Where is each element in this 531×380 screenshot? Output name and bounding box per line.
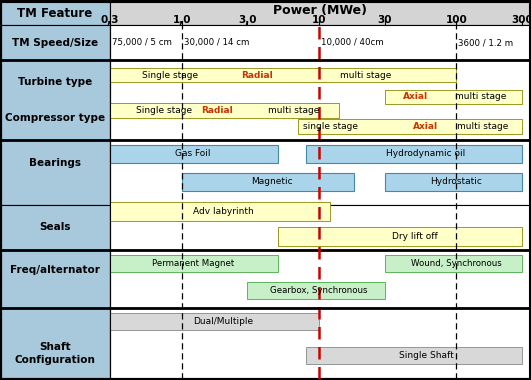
Text: Bearings: Bearings [29,158,81,168]
Text: Permanent Magnet: Permanent Magnet [151,259,234,268]
Text: Compressor type: Compressor type [5,112,105,123]
FancyBboxPatch shape [110,103,339,117]
FancyBboxPatch shape [110,140,530,205]
FancyBboxPatch shape [110,60,530,140]
FancyBboxPatch shape [298,119,522,134]
Text: Axial: Axial [402,92,427,101]
Text: Radial: Radial [241,71,272,80]
Text: Magnetic: Magnetic [251,177,293,186]
Text: 30,000 / 14 cm: 30,000 / 14 cm [184,38,249,47]
FancyBboxPatch shape [384,173,522,191]
Text: 75,000 / 5 cm: 75,000 / 5 cm [112,38,172,47]
FancyBboxPatch shape [110,255,278,272]
Text: 3600 / 1.2 m: 3600 / 1.2 m [458,38,513,47]
Text: multi stage: multi stage [457,122,508,131]
Text: Radial: Radial [201,106,233,115]
Text: 10,000 / 40cm: 10,000 / 40cm [321,38,384,47]
Text: Single Shaft: Single Shaft [399,351,453,360]
Text: Shaft
Configuration: Shaft Configuration [14,342,96,365]
FancyBboxPatch shape [110,68,457,82]
Text: Hydrostatic: Hydrostatic [431,177,482,186]
FancyBboxPatch shape [278,226,522,245]
Text: Adv labyrinth: Adv labyrinth [193,207,253,216]
FancyBboxPatch shape [110,313,319,330]
FancyBboxPatch shape [384,255,522,272]
FancyBboxPatch shape [110,250,530,308]
FancyBboxPatch shape [306,144,522,163]
FancyBboxPatch shape [1,205,110,250]
Text: Wound, Synchronous: Wound, Synchronous [411,259,502,268]
Text: Single stage: Single stage [136,106,192,115]
FancyBboxPatch shape [1,308,110,378]
Text: Seals: Seals [39,223,71,233]
FancyBboxPatch shape [110,144,278,163]
Text: 10: 10 [312,15,327,25]
Text: Axial: Axial [414,122,439,131]
Text: 0,3: 0,3 [101,15,119,25]
FancyBboxPatch shape [1,60,110,140]
FancyBboxPatch shape [384,90,522,104]
Text: Hydrodynamic oil: Hydrodynamic oil [387,149,466,158]
FancyBboxPatch shape [1,2,110,25]
FancyBboxPatch shape [182,173,354,191]
FancyBboxPatch shape [306,347,522,364]
Text: Freq/alternator: Freq/alternator [10,265,100,275]
FancyBboxPatch shape [110,25,530,60]
Text: 100: 100 [446,15,467,25]
Text: Power (MWe): Power (MWe) [273,4,367,17]
Text: Gas Foil: Gas Foil [175,149,210,158]
Text: Dry lift off: Dry lift off [392,231,438,241]
Text: Turbine type: Turbine type [18,78,92,87]
FancyBboxPatch shape [110,205,530,250]
FancyBboxPatch shape [110,308,530,378]
Text: multi stage: multi stage [340,71,392,80]
Text: Single stage: Single stage [142,71,199,80]
FancyBboxPatch shape [247,282,384,299]
Text: 1,0: 1,0 [173,15,191,25]
Text: 300: 300 [511,15,531,25]
FancyBboxPatch shape [1,250,110,308]
Text: single stage: single stage [303,122,357,131]
Text: TM Feature: TM Feature [18,7,92,20]
FancyBboxPatch shape [110,2,530,25]
Text: Gearbox, Synchronous: Gearbox, Synchronous [270,286,368,295]
FancyBboxPatch shape [1,140,110,205]
FancyBboxPatch shape [1,25,110,60]
Text: 3,0: 3,0 [238,15,256,25]
Text: Dual/Multiple: Dual/Multiple [193,317,253,326]
Text: TM Speed/Size: TM Speed/Size [12,38,98,48]
FancyBboxPatch shape [110,202,330,221]
Text: 30: 30 [378,15,392,25]
Text: multi stage: multi stage [455,92,507,101]
Text: multi stage: multi stage [268,106,319,115]
